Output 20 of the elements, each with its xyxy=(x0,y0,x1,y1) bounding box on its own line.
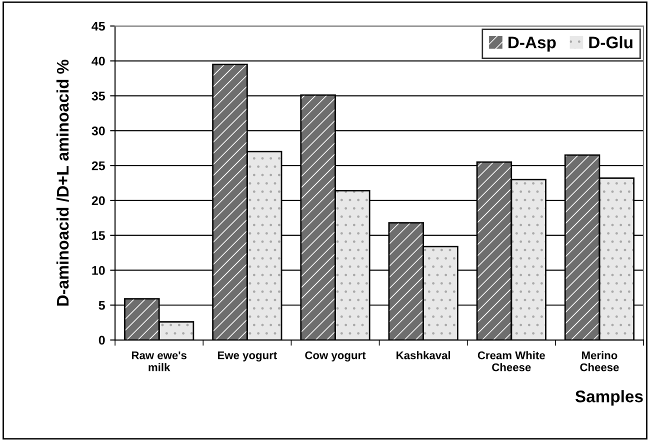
y-tick-label: 40 xyxy=(92,56,105,66)
y-tick-label: 30 xyxy=(92,126,105,136)
y-tick-label: 15 xyxy=(92,231,105,240)
legend-label: D-Asp xyxy=(508,36,556,52)
y-tick-label: 10 xyxy=(92,266,105,275)
x-tick-label: Cream White Cheese xyxy=(478,351,545,372)
legend-label: D-Glu xyxy=(589,36,632,48)
x-tick-label: Ewe yogurt xyxy=(218,351,277,362)
x-axis-title: Samples xyxy=(575,390,643,406)
y-tick-label: 35 xyxy=(92,92,105,100)
x-tick-label: Merino Cheese xyxy=(580,351,619,372)
x-tick-label: Kashkaval xyxy=(396,351,450,360)
x-tick-label: Cow yogurt xyxy=(305,351,366,362)
y-tick-label: 25 xyxy=(92,161,105,170)
y-tick-label: 20 xyxy=(92,196,105,206)
y-axis-title: D-aminoacid /D+L aminoacid % xyxy=(56,60,69,306)
y-tick-label: 45 xyxy=(92,22,105,31)
y-tick-label: 5 xyxy=(98,301,105,310)
x-tick-label: Raw ewe's milk xyxy=(132,352,187,372)
y-tick-label: 0 xyxy=(98,336,105,345)
